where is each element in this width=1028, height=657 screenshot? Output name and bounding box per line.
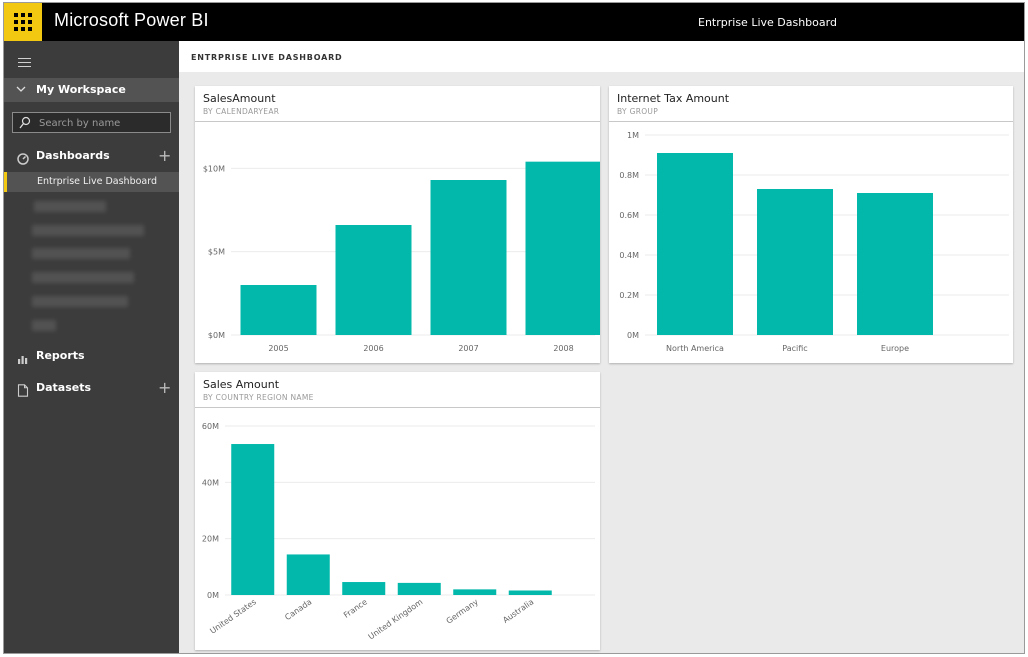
app-window: Microsoft Power BI Entrprise Live Dashbo… bbox=[3, 2, 1025, 654]
bar-france[interactable] bbox=[342, 582, 386, 595]
tile-header: Sales Amount BY COUNTRY REGION NAME bbox=[195, 372, 600, 408]
search-icon bbox=[19, 115, 31, 129]
datasets-section[interactable]: Datasets + bbox=[4, 377, 179, 399]
my-workspace-header[interactable]: My Workspace bbox=[4, 78, 179, 102]
app-title: Microsoft Power BI bbox=[54, 10, 209, 30]
redacted-item bbox=[32, 225, 144, 236]
tile-header: SalesAmount BY CALENDARYEAR bbox=[195, 86, 600, 122]
x-tick-label: Canada bbox=[283, 597, 313, 622]
dashboard-title: ENTRPRISE LIVE DASHBOARD bbox=[191, 53, 343, 62]
tile-subtitle: BY CALENDARYEAR bbox=[203, 107, 280, 116]
internet-tax-by-group-chart: 0M 0.2M 0.4M 0.6M 0.8M 1M North America Pacific… bbox=[619, 131, 1009, 353]
tile-sales-by-country[interactable]: Sales Amount BY COUNTRY REGION NAME 0M 20… bbox=[195, 372, 600, 650]
document-icon bbox=[17, 382, 29, 397]
x-tick-label: Europe bbox=[881, 344, 909, 353]
bar-canada[interactable] bbox=[286, 554, 330, 595]
x-tick-label: France bbox=[342, 597, 369, 620]
sidebar-item-active-dashboard[interactable]: Entrprise Live Dashboard bbox=[4, 172, 179, 192]
x-tick-label: North America bbox=[666, 344, 724, 353]
app-launcher-icon[interactable] bbox=[4, 3, 42, 41]
bar-united-kingdom[interactable] bbox=[397, 582, 441, 595]
tile-subtitle: BY GROUP bbox=[617, 107, 659, 116]
left-navigation: My Workspace Dashboards + Entrprise Live… bbox=[4, 41, 179, 653]
dashboards-section[interactable]: Dashboards + bbox=[4, 145, 179, 167]
sales-by-year-chart: $0M $5M $10M 2005 2006 2007 2008 bbox=[203, 161, 601, 353]
tile-header: Internet Tax Amount BY GROUP bbox=[609, 86, 1013, 122]
y-tick-label: 1M bbox=[627, 131, 639, 140]
y-tick-label: 0M bbox=[627, 331, 639, 340]
y-tick-label: 0.2M bbox=[619, 291, 639, 300]
tile-subtitle: BY COUNTRY REGION NAME bbox=[203, 393, 314, 402]
bar-europe[interactable] bbox=[857, 193, 933, 335]
datasets-label: Datasets bbox=[36, 381, 92, 394]
bar-2007[interactable] bbox=[430, 180, 507, 335]
hamburger-menu-icon[interactable] bbox=[18, 58, 31, 70]
tile-title: Internet Tax Amount bbox=[617, 92, 730, 105]
bar-2008[interactable] bbox=[525, 161, 601, 335]
tile-internet-tax-by-group[interactable]: Internet Tax Amount BY GROUP 0M 0.2M 0.4M 0… bbox=[609, 86, 1013, 363]
redacted-item bbox=[34, 201, 106, 212]
redacted-item bbox=[32, 320, 56, 331]
bar-germany[interactable] bbox=[453, 589, 497, 595]
bar-north-america[interactable] bbox=[657, 153, 733, 335]
y-tick-label: 0.8M bbox=[619, 171, 639, 180]
top-bar: Microsoft Power BI Entrprise Live Dashbo… bbox=[4, 3, 1024, 41]
x-tick-label: Germany bbox=[445, 597, 480, 626]
reports-section[interactable]: Reports bbox=[4, 345, 179, 367]
redacted-item bbox=[32, 248, 130, 259]
bar-pacific[interactable] bbox=[757, 189, 833, 335]
redacted-item bbox=[32, 296, 128, 307]
y-tick-label: 20M bbox=[202, 535, 219, 544]
tile-title: SalesAmount bbox=[203, 92, 276, 105]
y-tick-label: 0.6M bbox=[619, 211, 639, 220]
add-dataset-icon[interactable]: + bbox=[158, 378, 172, 397]
x-tick-label: 2008 bbox=[553, 344, 573, 353]
x-tick-label: Pacific bbox=[782, 344, 807, 353]
y-tick-label: 0M bbox=[207, 591, 219, 600]
y-tick-label: $10M bbox=[203, 164, 225, 173]
x-tick-label: 2007 bbox=[458, 344, 478, 353]
workspace-label: My Workspace bbox=[36, 83, 126, 96]
redacted-item bbox=[32, 272, 134, 283]
sales-by-country-chart: 0M 20M 40M 60M United States Canada FranceUnit… bbox=[202, 422, 595, 641]
add-dashboard-icon[interactable]: + bbox=[158, 146, 172, 165]
chevron-down-icon bbox=[16, 83, 26, 96]
x-tick-label: 2005 bbox=[268, 344, 288, 353]
search-input[interactable] bbox=[39, 116, 164, 130]
y-tick-label: 40M bbox=[202, 478, 219, 487]
dashboard-gauge-icon bbox=[17, 150, 29, 165]
dashboard-canvas: ENTRPRISE LIVE DASHBOARD SalesAmount BY … bbox=[179, 41, 1024, 653]
reports-label: Reports bbox=[36, 349, 85, 362]
y-tick-label: 60M bbox=[202, 422, 219, 431]
y-tick-label: 0.4M bbox=[619, 251, 639, 260]
x-tick-label: United States bbox=[208, 597, 258, 635]
x-tick-label: Australia bbox=[501, 597, 535, 625]
bar-2006[interactable] bbox=[335, 225, 412, 335]
bar-australia[interactable] bbox=[508, 590, 552, 595]
tile-sales-by-year[interactable]: SalesAmount BY CALENDARYEAR $0M $5M $10M 20… bbox=[195, 86, 600, 363]
bar-united-states[interactable] bbox=[231, 444, 275, 595]
search-box[interactable] bbox=[12, 112, 171, 133]
y-tick-label: $0M bbox=[208, 331, 225, 340]
header-dashboard-name: Entrprise Live Dashboard bbox=[698, 16, 837, 29]
active-dashboard-label: Entrprise Live Dashboard bbox=[37, 176, 158, 187]
bar-2005[interactable] bbox=[240, 285, 317, 335]
y-tick-label: $5M bbox=[208, 248, 225, 257]
tile-title: Sales Amount bbox=[203, 378, 280, 391]
dashboards-label: Dashboards bbox=[36, 149, 110, 162]
x-tick-label: United Kingdom bbox=[367, 597, 425, 641]
bar-chart-icon bbox=[17, 350, 29, 364]
x-tick-label: 2006 bbox=[363, 344, 383, 353]
dashboard-header: ENTRPRISE LIVE DASHBOARD bbox=[179, 41, 1024, 72]
